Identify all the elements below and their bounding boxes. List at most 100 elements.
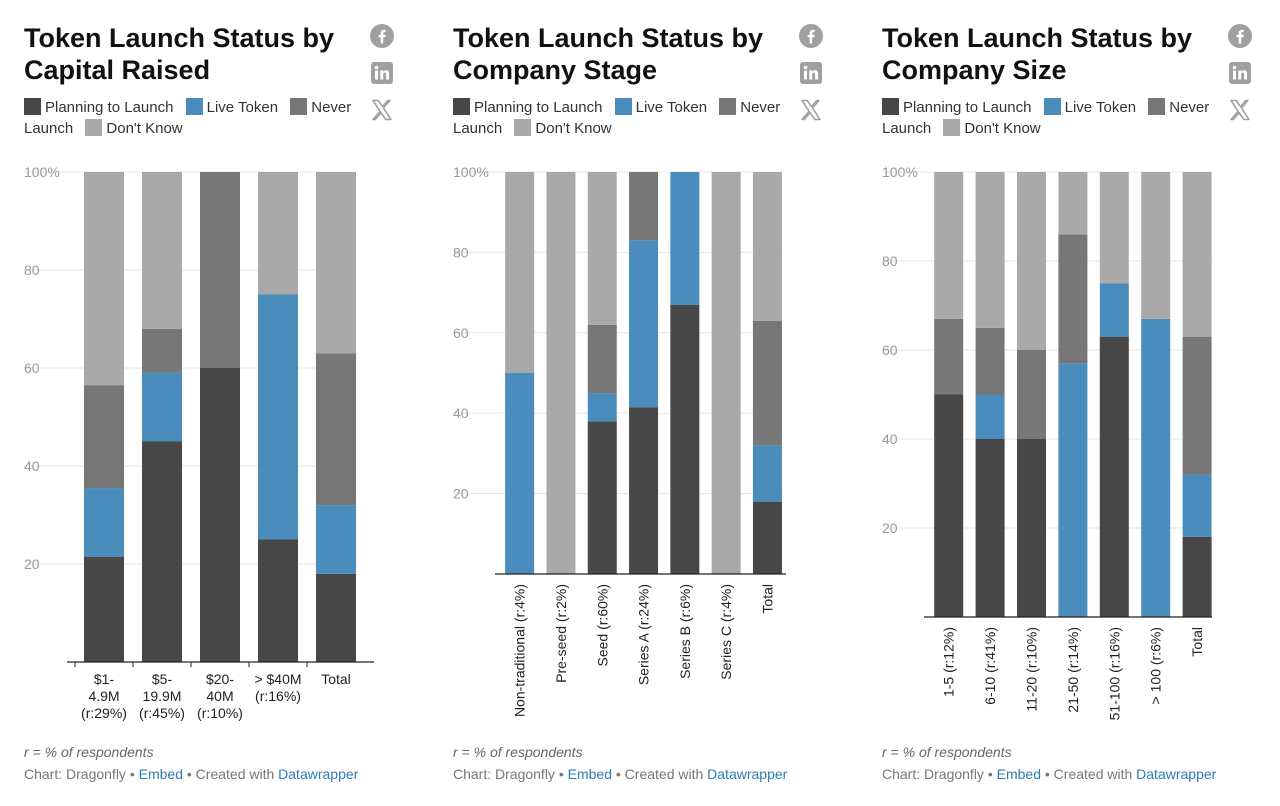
x-tick-label: Seed (r:60%) bbox=[594, 584, 610, 666]
legend-item-never-cont: Launch bbox=[24, 120, 74, 137]
respondents-note: r = % of respondents bbox=[882, 744, 1012, 760]
legend-swatch bbox=[719, 98, 737, 115]
linkedin-icon[interactable] bbox=[799, 61, 823, 85]
y-tick-label: 100% bbox=[453, 164, 489, 180]
bar-segment-dont-know bbox=[711, 172, 741, 574]
bar-segment-dont-know bbox=[934, 172, 964, 319]
x-icon[interactable] bbox=[370, 98, 394, 122]
legend-swatch bbox=[85, 119, 103, 136]
chart-footer: r = % of respondents Chart: Dragonfly • … bbox=[453, 744, 787, 782]
legend-item-planning: Planning to Launch bbox=[882, 98, 1031, 116]
x-tick-label: $5-19.9M (r:45%) bbox=[139, 671, 185, 721]
x-tick-label: Total bbox=[321, 671, 351, 687]
bar-segment-never bbox=[84, 385, 124, 489]
bar-segment-live bbox=[1141, 318, 1171, 617]
x-icon[interactable] bbox=[1228, 98, 1252, 122]
y-tick-label: 20 bbox=[453, 486, 469, 502]
bar-segment-never bbox=[1058, 234, 1088, 364]
legend-item-planning: Planning to Launch bbox=[24, 98, 173, 116]
bar-segment-planning bbox=[1099, 336, 1129, 617]
chart-panel-company-size: Token Launch Status by Company Size Plan… bbox=[882, 0, 1280, 806]
facebook-icon[interactable] bbox=[1228, 24, 1252, 48]
embed-link[interactable]: Embed bbox=[567, 766, 612, 782]
x-tick-label: Series C (r:4%) bbox=[718, 584, 734, 680]
share-icons bbox=[370, 24, 396, 135]
respondents-note: r = % of respondents bbox=[24, 744, 154, 760]
y-tick-label: 40 bbox=[882, 431, 898, 447]
chart-footer: r = % of respondents Chart: Dragonfly • … bbox=[24, 744, 358, 782]
embed-link[interactable]: Embed bbox=[138, 766, 183, 782]
y-tick-label: 80 bbox=[882, 253, 898, 269]
share-icons bbox=[799, 24, 825, 135]
legend-item-never-cont: Launch bbox=[882, 120, 932, 137]
bar-segment-live bbox=[142, 372, 182, 442]
bar-segment-dont-know bbox=[1017, 172, 1046, 350]
legend-item-never-cont: Launch bbox=[453, 120, 503, 137]
stacked-bar-chart: 20 40 60 80 100% 1-5 (r:12%) 6-10 (r:41%) 11-20… bbox=[882, 164, 1212, 720]
bar-segment-planning bbox=[629, 407, 659, 574]
credit-line: Chart: Dragonfly • Embed • Created with … bbox=[24, 766, 359, 782]
x-tick-label: $1-4.9M (r:29%) bbox=[81, 671, 127, 721]
credit-line: Chart: Dragonfly • Embed • Created with … bbox=[882, 766, 1217, 782]
embed-link[interactable]: Embed bbox=[996, 766, 1041, 782]
x-tick-label: 1-5 (r:12%) bbox=[941, 627, 957, 697]
legend-item-dont-know: Don't Know bbox=[943, 119, 1041, 137]
y-tick-label: 40 bbox=[453, 405, 469, 421]
bar-segment-never bbox=[142, 328, 182, 373]
bar-segment-dont-know bbox=[587, 172, 617, 325]
legend: Planning to Launch Live Token Never Laun… bbox=[882, 97, 1227, 139]
x-tick-label: 11-20 (r:10%) bbox=[1024, 627, 1040, 712]
linkedin-icon[interactable] bbox=[1228, 61, 1252, 85]
bar-segment-live bbox=[505, 373, 535, 574]
legend-item-never: Never bbox=[719, 98, 780, 116]
y-tick-label: 100% bbox=[24, 164, 60, 180]
bar-segment-dont-know bbox=[142, 172, 182, 329]
chart-title: Token Launch Status by Capital Raised bbox=[24, 23, 335, 85]
chart-panel-company-stage: Token Launch Status by Company Stage Pla… bbox=[453, 0, 853, 806]
bar-segment-dont-know bbox=[84, 172, 124, 386]
bar-segment-live bbox=[258, 294, 298, 540]
x-icon[interactable] bbox=[799, 98, 823, 122]
legend-swatch bbox=[453, 98, 470, 115]
x-tick-label: Total bbox=[1189, 627, 1205, 657]
x-tick-label: 21-50 (r:14%) bbox=[1065, 627, 1081, 713]
bar-segment-dont-know bbox=[975, 172, 1005, 328]
datawrapper-link[interactable]: Datawrapper bbox=[1136, 766, 1217, 782]
legend-item-live: Live Token bbox=[1043, 98, 1136, 116]
legend: Planning to Launch Live Token Never Laun… bbox=[453, 97, 798, 139]
bar-segment-live bbox=[670, 172, 700, 305]
x-tick-label: $20-40M (r:10%) bbox=[197, 671, 243, 721]
bar-segment-never bbox=[934, 318, 964, 395]
bar-segment-never bbox=[587, 324, 617, 394]
y-tick-label: 80 bbox=[24, 262, 40, 278]
bar-segment-planning bbox=[142, 441, 182, 662]
y-tick-label: 40 bbox=[24, 458, 40, 474]
bar-segment-live bbox=[84, 488, 124, 557]
x-tick-label: Non-traditional (r:4%) bbox=[512, 584, 528, 717]
bar-segment-planning bbox=[200, 368, 240, 662]
bar-segment-never bbox=[316, 353, 356, 506]
bar-segment-planning bbox=[1182, 536, 1212, 617]
legend-swatch bbox=[290, 98, 308, 115]
y-tick-label: 100% bbox=[882, 164, 918, 180]
x-tick-label: 6-10 (r:41%) bbox=[982, 627, 998, 705]
x-tick-label: Total bbox=[759, 584, 775, 614]
bar-segment-live bbox=[975, 394, 1005, 439]
share-icons bbox=[1228, 24, 1254, 135]
facebook-icon[interactable] bbox=[370, 24, 394, 48]
bar-segment-planning bbox=[587, 421, 617, 574]
bar-segment-dont-know bbox=[1099, 172, 1129, 284]
y-tick-label: 80 bbox=[453, 244, 469, 260]
legend: Planning to Launch Live Token Never Laun… bbox=[24, 97, 369, 139]
datawrapper-link[interactable]: Datawrapper bbox=[278, 766, 359, 782]
linkedin-icon[interactable] bbox=[370, 61, 394, 85]
credit-line: Chart: Dragonfly • Embed • Created with … bbox=[453, 766, 788, 782]
facebook-icon[interactable] bbox=[799, 24, 823, 48]
bar-segment-planning bbox=[975, 439, 1005, 617]
bar-segment-planning bbox=[316, 573, 356, 662]
legend-item-live: Live Token bbox=[185, 98, 278, 116]
legend-swatch bbox=[1148, 98, 1166, 115]
datawrapper-link[interactable]: Datawrapper bbox=[707, 766, 788, 782]
bar-segment-planning bbox=[84, 556, 124, 662]
legend-swatch bbox=[24, 98, 41, 115]
